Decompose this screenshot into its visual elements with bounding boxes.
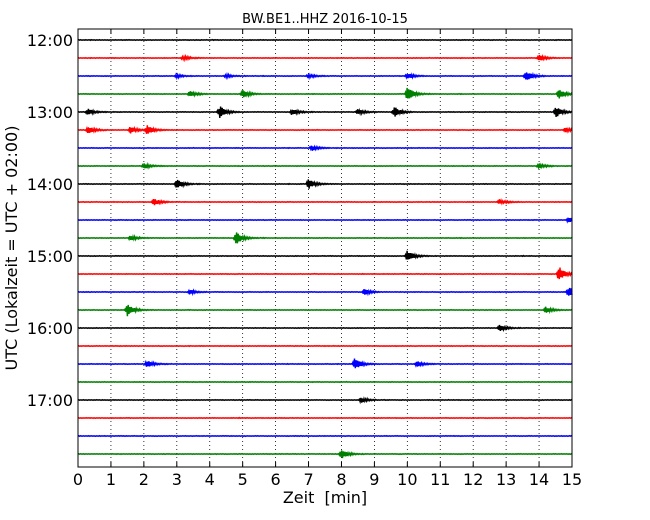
trace-1615 [77, 344, 573, 348]
y-axis-label: UTC (Lokalzeit = UTC + 02:00) [2, 126, 21, 371]
x-tick-label: 2 [139, 470, 149, 489]
y-tick-label: 15:00 [27, 247, 73, 266]
trace-1715 [77, 416, 573, 420]
trace-1700 [77, 396, 573, 405]
x-tick-label: 1 [106, 470, 116, 489]
x-tick-label: 11 [430, 470, 450, 489]
x-tick-label: 7 [303, 470, 313, 489]
trace-1345 [77, 161, 573, 171]
x-axis-label: Zeit [min] [283, 488, 367, 507]
trace-1530 [77, 287, 573, 297]
trace-1315 [77, 125, 573, 134]
trace-group [77, 38, 573, 459]
x-tick-label: 13 [496, 470, 516, 489]
y-axis: 12:00 13:00 14:00 15:00 16:00 17:00 [27, 31, 572, 410]
trace-1215 [77, 53, 573, 63]
x-tick-label: 5 [238, 470, 248, 489]
trace-1745 [77, 450, 573, 459]
trace-1545 [77, 304, 573, 317]
trace-1630 [77, 358, 573, 369]
trace-1430 [77, 217, 573, 224]
trace-1330 [77, 144, 573, 152]
trace-1445 [77, 232, 573, 244]
trace-1600 [77, 324, 573, 333]
x-tick-label: 3 [172, 470, 182, 489]
chart-title: BW.BE1..HHZ 2016-10-15 [242, 12, 408, 27]
x-tick-label: 12 [463, 470, 483, 489]
trace-1515 [77, 267, 573, 280]
y-tick-label: 16:00 [27, 319, 73, 338]
x-tick-label: 14 [529, 470, 549, 489]
x-tick-label: 4 [205, 470, 215, 489]
y-tick-label: 13:00 [27, 103, 73, 122]
x-tick-label: 0 [73, 470, 83, 489]
x-axis: 0 1 2 3 4 5 6 7 8 9 10 11 12 13 14 15 [73, 29, 582, 489]
trace-1245 [77, 87, 573, 99]
trace-1730 [77, 434, 573, 438]
trace-1415 [77, 198, 573, 206]
plot-frame [77, 28, 573, 468]
x-tick-label: 6 [271, 470, 281, 489]
trace-1200 [77, 38, 573, 42]
x-tick-label: 9 [369, 470, 379, 489]
y-tick-label: 14:00 [27, 175, 73, 194]
trace-1400 [77, 179, 573, 189]
x-tick-label: 10 [397, 470, 417, 489]
trace-1230 [77, 71, 573, 81]
x-tick-label: 15 [562, 470, 582, 489]
y-tick-label: 12:00 [27, 31, 73, 50]
trace-1500 [77, 250, 573, 260]
y-tick-label: 17:00 [27, 391, 73, 410]
trace-1645 [77, 380, 573, 384]
trace-1300 [77, 106, 573, 119]
x-tick-label: 8 [336, 470, 346, 489]
